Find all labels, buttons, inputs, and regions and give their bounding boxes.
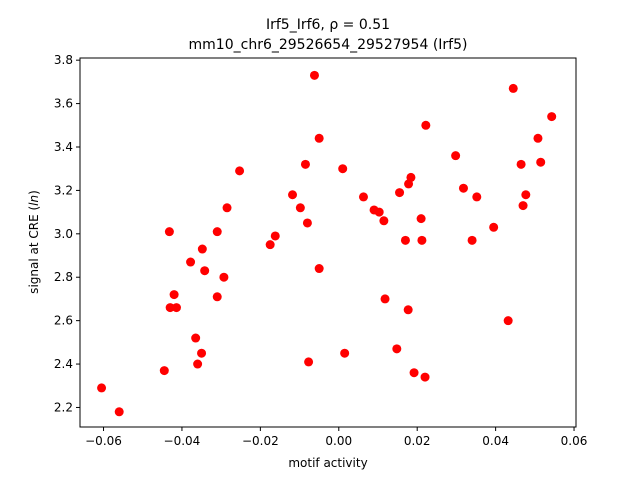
y-axis-label-italic: ln (27, 195, 41, 206)
data-point-40 (406, 172, 416, 182)
data-point-16 (222, 203, 232, 213)
data-point-36 (395, 188, 405, 198)
data-point-55 (521, 190, 531, 200)
data-point-10 (197, 348, 207, 358)
x-axis-label: motif activity (288, 456, 367, 470)
data-point-30 (358, 192, 368, 202)
data-point-5 (169, 290, 179, 300)
data-point-8 (191, 333, 201, 343)
data-point-12 (200, 266, 210, 276)
data-point-19 (270, 231, 280, 241)
data-point-33 (379, 216, 389, 226)
chart-title: Irf5_Irf6, ρ = 0.51 (266, 17, 390, 33)
y-tick-label: 3.0 (54, 227, 73, 241)
x-tick-label: 0.04 (482, 434, 509, 448)
data-point-41 (409, 368, 419, 378)
data-point-7 (186, 257, 196, 267)
data-point-24 (304, 357, 314, 367)
data-point-0 (97, 383, 107, 393)
data-point-35 (392, 344, 402, 354)
chart-subtitle: mm10_chr6_29526654_29527954 (Irf5) (189, 37, 468, 53)
data-point-6 (171, 303, 181, 313)
data-point-18 (265, 240, 275, 250)
data-point-15 (219, 272, 229, 282)
x-tick-label: 0.00 (325, 434, 352, 448)
data-point-23 (302, 218, 312, 228)
y-tick-label: 2.8 (54, 270, 73, 284)
data-point-29 (340, 348, 350, 358)
data-point-20 (288, 190, 298, 200)
data-point-4 (165, 303, 175, 313)
y-tick-label: 3.4 (54, 140, 73, 154)
data-point-47 (458, 183, 468, 193)
y-tick-label: 2.2 (54, 400, 73, 414)
data-point-14 (212, 292, 222, 302)
data-point-51 (503, 316, 513, 326)
data-point-58 (547, 112, 557, 122)
y-tick-label: 2.4 (54, 357, 73, 371)
y-tick-label: 2.6 (54, 314, 73, 328)
data-point-50 (489, 222, 499, 232)
data-point-49 (472, 192, 482, 202)
data-point-32 (374, 207, 384, 217)
x-axis-ticks: −0.06 −0.04 −0.02 0.00 0.02 0.04 0.06 (85, 427, 587, 448)
data-point-52 (508, 83, 518, 93)
y-axis-ticks: 2.2 2.4 2.6 2.8 3.0 3.2 3.4 3.6 3.8 (54, 53, 80, 414)
y-tick-label: 3.2 (54, 183, 73, 197)
x-tick-label: 0.02 (404, 434, 431, 448)
data-point-3 (164, 227, 174, 237)
data-point-13 (212, 227, 222, 237)
data-point-56 (533, 133, 543, 143)
y-axis-label-suffix: ) (27, 190, 41, 195)
data-point-2 (159, 366, 169, 376)
data-point-48 (467, 235, 477, 245)
data-point-22 (300, 159, 310, 169)
x-tick-label: −0.04 (164, 434, 201, 448)
data-point-37 (400, 235, 410, 245)
x-tick-label: −0.06 (85, 434, 122, 448)
data-points (97, 70, 557, 417)
data-point-45 (421, 120, 431, 130)
data-point-43 (417, 235, 427, 245)
data-point-28 (338, 164, 348, 174)
plot-frame (79, 57, 577, 428)
data-point-25 (309, 70, 319, 80)
data-point-1 (114, 407, 124, 417)
data-point-27 (314, 264, 324, 274)
y-tick-label: 3.6 (54, 97, 73, 111)
x-tick-label: 0.06 (561, 434, 588, 448)
data-point-46 (451, 151, 461, 161)
data-point-53 (516, 159, 526, 169)
data-point-26 (314, 133, 324, 143)
data-point-34 (380, 294, 390, 304)
data-point-9 (193, 359, 203, 369)
data-point-38 (403, 305, 413, 315)
data-point-11 (197, 244, 207, 254)
data-point-54 (518, 201, 528, 211)
y-tick-label: 3.8 (54, 53, 73, 67)
data-point-57 (536, 157, 546, 167)
y-axis-label: signal at CRE (ln) (27, 190, 41, 294)
x-tick-label: −0.02 (242, 434, 279, 448)
data-point-44 (420, 372, 430, 382)
y-axis-label-prefix: signal at CRE ( (27, 206, 41, 294)
data-point-17 (235, 166, 245, 176)
data-point-42 (416, 214, 426, 224)
data-point-21 (295, 203, 305, 213)
